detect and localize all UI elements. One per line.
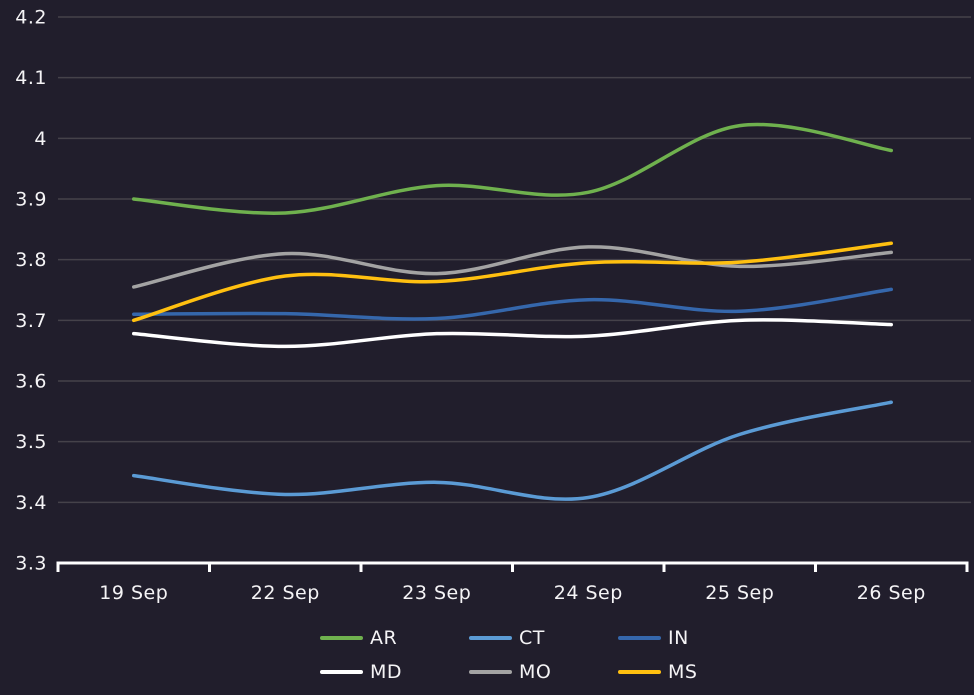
legend-label-ct: CT: [519, 627, 545, 649]
series-line-ar: [132, 122, 893, 215]
legend-swatch-ms: [618, 670, 661, 674]
series-line-md: [132, 318, 893, 349]
series-line-in: [132, 287, 893, 321]
x-axis-label: 25 Sep: [705, 582, 774, 604]
x-axis-label: 22 Sep: [251, 582, 320, 604]
series-line-ms: [132, 241, 893, 323]
legend-label-mo: MO: [519, 661, 552, 683]
chart-legend: AR CT IN MD MO MS: [320, 621, 767, 689]
legend-item-mo[interactable]: MO: [469, 661, 618, 683]
x-axis-label: 24 Sep: [554, 582, 623, 604]
legend-swatch-md: [320, 670, 363, 674]
legend-label-ms: MS: [668, 661, 698, 683]
legend-item-ct[interactable]: CT: [469, 627, 618, 649]
legend-item-md[interactable]: MD: [320, 661, 469, 683]
legend-swatch-mo: [469, 670, 512, 674]
y-axis-label: 4.1: [15, 67, 47, 89]
y-axis-label: 3.4: [15, 492, 47, 514]
series-line-mo: [132, 245, 893, 289]
y-axis-label: 3.5: [15, 431, 47, 453]
legend-label-in: IN: [668, 627, 689, 649]
y-axis-label: 3.3: [15, 553, 47, 575]
legend-swatch-ar: [320, 636, 363, 640]
y-axis-label: 4.2: [15, 7, 47, 29]
y-axis-label: 4: [34, 128, 47, 150]
legend-item-ms[interactable]: MS: [618, 661, 767, 683]
x-axis-label: 23 Sep: [402, 582, 471, 604]
legend-label-ar: AR: [370, 627, 398, 649]
legend-swatch-ct: [469, 636, 512, 640]
legend-item-ar[interactable]: AR: [320, 627, 469, 649]
y-axis-label: 3.6: [15, 371, 47, 393]
legend-swatch-in: [618, 636, 661, 640]
x-axis-label: 19 Sep: [99, 582, 168, 604]
x-axis-label: 26 Sep: [857, 582, 926, 604]
y-axis-label: 3.7: [15, 310, 47, 332]
series-line-ct: [132, 400, 893, 501]
y-axis-label: 3.9: [15, 189, 47, 211]
legend-label-md: MD: [370, 661, 403, 683]
y-axis-label: 3.8: [15, 249, 47, 271]
legend-item-in[interactable]: IN: [618, 627, 767, 649]
